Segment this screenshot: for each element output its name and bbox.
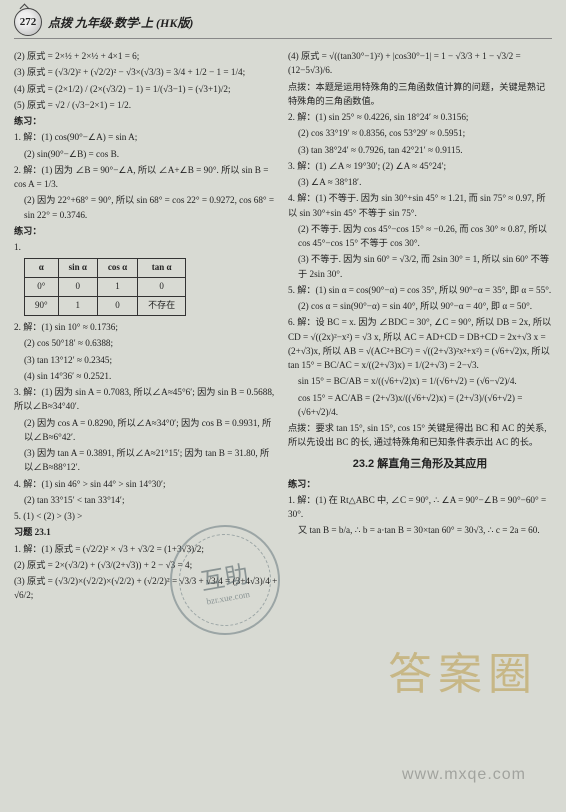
th: sin α [58,259,97,278]
table-row: 0° 0 1 0 [25,278,186,297]
td: 1 [58,297,97,316]
line: (3) 原式 = (√3/2)×(√2/2)×(√2/2) + (√2/2)² … [14,574,278,603]
line: (2) 原式 = 2×½ + 2×½ + 4×1 = 6; [14,49,278,63]
line: 2. 解：(1) sin 10° ≈ 0.1736; [14,320,278,334]
line: 4. 解：(1) 不等于. 因为 sin 30°+sin 45° ≈ 1.21,… [288,191,552,220]
line: (2) cos 50°18′ ≈ 0.6388; [14,336,278,350]
line: 1. 解：(1) 在 Rt△ABC 中, ∠C = 90°, ∴ ∠A = 90… [288,493,552,522]
practice-heading: 练习： [14,224,278,238]
td: 90° [25,297,59,316]
hint: 点拨：本题是运用特殊角的三角函数值计算的问题，关键是熟记特殊角的三角函数值。 [288,80,552,109]
th: α [25,259,59,278]
td: 0° [25,278,59,297]
line: (4) 原式 = (2×1/2) / (2×(√3/2) − 1) = 1/(√… [14,82,278,96]
line: (3) 不等于. 因为 sin 60° = √3/2, 而 2sin 30° =… [288,252,552,281]
line: (5) 原式 = √2 / (√3−2×1) = 1/2. [14,98,278,112]
td: 0 [138,278,186,297]
td: 0 [97,297,137,316]
line: (3) 原式 = (√3/2)² + (√2/2)² − √3×(√3/3) =… [14,65,278,79]
line: sin 15° = BC/AB = x/((√6+√2)x) = 1/(√6+√… [288,374,552,388]
line: (2) cos 33°19′ ≈ 0.8356, cos 53°29′ ≈ 0.… [288,126,552,140]
line: (3) 因为 tan A = 0.3891, 所以∠A≈21°15′; 因为 t… [14,446,278,475]
practice-heading: 练习： [288,477,552,491]
line: 1. [14,240,278,254]
line: 6. 解：设 BC = x. 因为 ∠BDC = 30°, ∠C = 90°, … [288,315,552,372]
line: (4) sin 14°36′ ≈ 0.2521. [14,369,278,383]
hint: 点拨：要求 tan 15°, sin 15°, cos 15° 关键是得出 BC… [288,421,552,450]
page-number: 272 [20,16,37,28]
content-columns: (2) 原式 = 2×½ + 2×½ + 4×1 = 6; (3) 原式 = (… [14,47,552,605]
right-column: (4) 原式 = √((tan30°−1)²) + |cos30°−1| = 1… [288,47,552,605]
left-column: (2) 原式 = 2×½ + 2×½ + 4×1 = 6; (3) 原式 = (… [14,47,278,605]
header-title: 点拨 九年级·数学·上 (HK版) [48,14,193,31]
line: (2) 不等于. 因为 cos 45°−cos 15° ≈ −0.26, 而 c… [288,222,552,251]
line: (3) ∠A ≈ 38°18′. [288,175,552,189]
table-row: 90° 1 0 不存在 [25,297,186,316]
line: 5. (1) < (2) > (3) > [14,509,278,523]
line: (4) 原式 = √((tan30°−1)²) + |cos30°−1| = 1… [288,49,552,78]
line: 2. 解：(1) 因为 ∠B = 90°−∠A, 所以 ∠A+∠B = 90°.… [14,163,278,192]
line: (2) cos α = sin(90°−α) = sin 40°, 所以 90°… [288,299,552,313]
exercise-heading: 习题 23.1 [14,525,278,539]
practice-heading: 练习： [14,114,278,128]
watermark-brand: 答案圈 [388,638,538,702]
td: 0 [58,278,97,297]
td: 1 [97,278,137,297]
line: 2. 解：(1) sin 25° ≈ 0.4226, sin 18°24′ ≈ … [288,110,552,124]
line: cos 15° = AC/AB = (2+√3)x/((√6+√2)x) = (… [288,391,552,420]
table-row: α sin α cos α tan α [25,259,186,278]
line: 4. 解：(1) sin 46° > sin 44° > sin 14°30′; [14,477,278,491]
line: (2) tan 33°15′ < tan 33°14′; [14,493,278,507]
section-title: 23.2 解直角三角形及其应用 [288,456,552,473]
th: tan α [138,259,186,278]
line: 1. 解：(1) 原式 = (√2/2)² × √3 + √3/2 = (1+3… [14,542,278,556]
line: 3. 解：(1) 因为 sin A = 0.7083, 所以∠A≈45°6′; … [14,385,278,414]
watermark-url: www.mxqe.com [402,766,526,784]
line: 5. 解：(1) sin α = cos(90°−α) = cos 35°, 所… [288,283,552,297]
line: 1. 解：(1) cos(90°−∠A) = sin A; [14,130,278,144]
line: 又 tan B = b/a, ∴ b = a·tan B = 30×tan 60… [288,523,552,537]
page-root: 272 点拨 九年级·数学·上 (HK版) (2) 原式 = 2×½ + 2×½… [0,0,566,812]
page-number-badge: 272 [14,8,42,36]
trig-table: α sin α cos α tan α 0° 0 1 0 90° 1 0 不存在 [24,258,186,316]
line: 3. 解：(1) ∠A ≈ 19°30′; (2) ∠A ≈ 45°24′; [288,159,552,173]
td: 不存在 [138,297,186,316]
page-header: 272 点拨 九年级·数学·上 (HK版) [14,8,552,39]
line: (2) 因为 cos A = 0.8290, 所以∠A≈34°0′; 因为 co… [14,416,278,445]
th: cos α [97,259,137,278]
line: (2) 因为 22°+68° = 90°, 所以 sin 68° = cos 2… [14,193,278,222]
line: (2) sin(90°−∠B) = cos B. [14,147,278,161]
line: (2) 原式 = 2×(√3/2) + (√3/(2+√3)) + 2 − √3… [14,558,278,572]
line: (3) tan 38°24′ ≈ 0.7926, tan 42°21′ ≈ 0.… [288,143,552,157]
line: (3) tan 13°12′ ≈ 0.2345; [14,353,278,367]
